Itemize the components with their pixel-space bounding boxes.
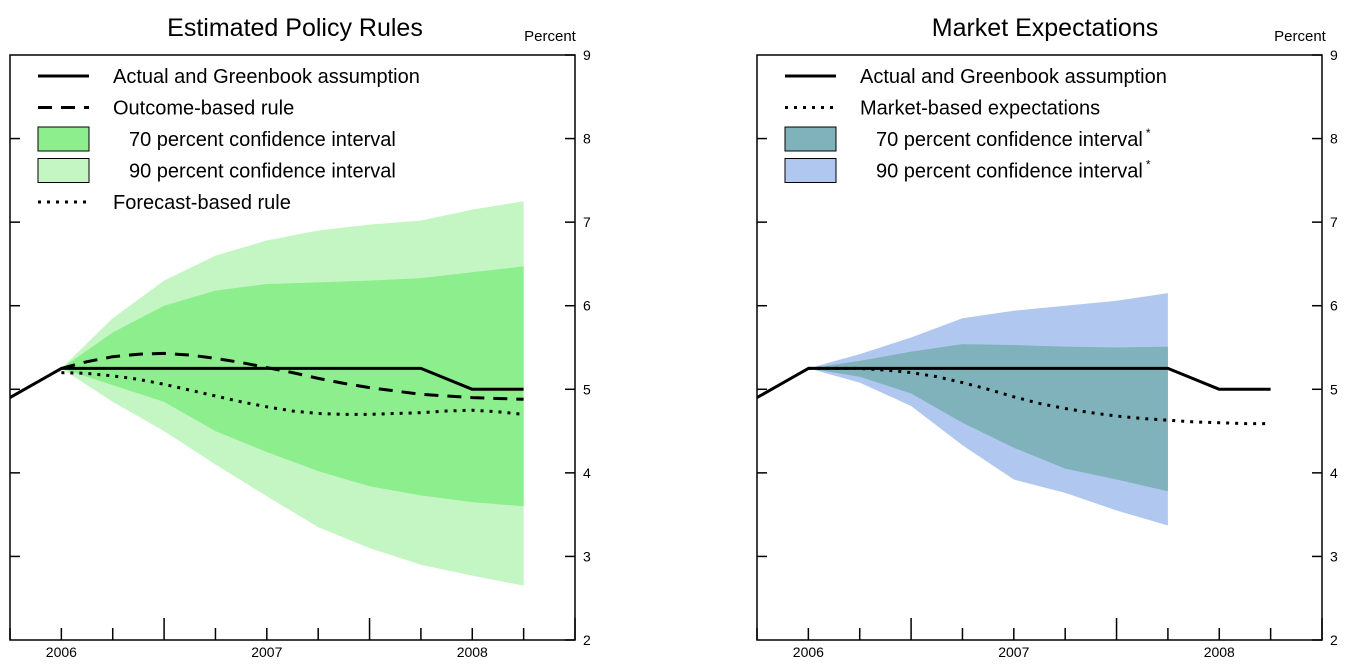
plot-frame [756,54,1323,641]
legend-item: Actual and Greenbook assumption [785,66,1167,88]
x-tick-label: 2007 [998,644,1029,660]
y-tick-label: 5 [1330,381,1338,397]
chart-title: Estimated Policy Rules [167,14,423,42]
legend-label: 90 percent confidence interval * [876,158,1151,183]
legend-label: Forecast-based rule [113,192,291,214]
legend-label: Actual and Greenbook assumption [860,66,1167,88]
confidence-bands [808,293,1168,526]
legend-item: 70 percent confidence interval [37,126,396,152]
series-lines [756,366,1271,426]
legend-label: 70 percent confidence interval [129,129,396,151]
unit-label: Percent [524,28,577,45]
legend-label: Market-based expectations [860,98,1100,120]
y-tick-label: 6 [583,298,591,314]
series-lines [9,351,524,416]
legend-label: 70 percent confidence interval * [876,126,1151,151]
legend-swatch [784,158,837,183]
legend-label: Actual and Greenbook assumption [113,66,420,88]
legend-item: 90 percent confidence interval * [784,158,1151,183]
y-tick-label: 2 [1330,632,1338,648]
x-tick-label: 2006 [793,644,824,660]
x-tick-label: 2008 [1204,644,1235,660]
plot-frame [9,54,576,641]
legend-item: Forecast-based rule [38,192,291,214]
legend-marker: * [1146,126,1151,140]
y-tick-label: 8 [1330,131,1338,147]
y-tick-label: 2 [583,632,591,648]
confidence-bands [61,201,524,586]
legend-swatch [784,126,837,152]
y-tick-label: 7 [1330,214,1338,230]
legend-item: 70 percent confidence interval * [784,126,1151,152]
y-tick-label: 3 [583,548,591,564]
legend: Actual and Greenbook assumption Market-ba… [784,66,1167,183]
legend-item: Outcome-based rule [38,98,294,120]
series-dotted [61,371,524,416]
legend-label: 90 percent confidence interval [129,161,396,183]
y-tick-label: 4 [583,465,591,481]
legend: Actual and Greenbook assumption Outcome-b… [37,66,420,214]
y-tick-label: 7 [583,214,591,230]
panel-estimated-policy-rules: Estimated Policy Rules Percent 234567892… [9,14,591,660]
y-tick-label: 4 [1330,465,1338,481]
x-tick-label: 2007 [251,644,282,660]
band-ci70 [808,344,1168,492]
band-ci70 [61,266,524,507]
series-dotted [808,366,1271,426]
legend-marker: * [1146,158,1151,172]
series-solid [756,366,1271,399]
y-tick-label: 6 [1330,298,1338,314]
y-tick-label: 8 [583,131,591,147]
y-tick-label: 5 [583,381,591,397]
legend-item: Actual and Greenbook assumption [38,66,420,88]
y-tick-label: 9 [1330,47,1338,63]
x-tick-label: 2006 [46,644,77,660]
legend-item: Market-based expectations [785,98,1100,120]
x-tick-label: 2008 [457,644,488,660]
y-tick-label: 3 [1330,548,1338,564]
legend-label: Outcome-based rule [113,98,294,120]
unit-label: Percent [1274,28,1327,45]
legend-item: 90 percent confidence interval [37,158,396,183]
axis-ticks: 2 3 4 5 6 7 8 9 2006 2007 2008 [756,47,1338,660]
series-dashed [61,351,524,401]
chart-title: Market Expectations [932,14,1159,42]
legend-swatch [37,126,90,152]
axis-ticks: 2 3 4 5 6 7 8 9 2006 2007 2008 [9,47,591,660]
panel-market-expectations: Market Expectations Percent 2 3 4 5 6 7 8 9 2006… [756,14,1338,660]
y-tick-label: 9 [583,47,591,63]
legend-swatch [37,158,90,183]
